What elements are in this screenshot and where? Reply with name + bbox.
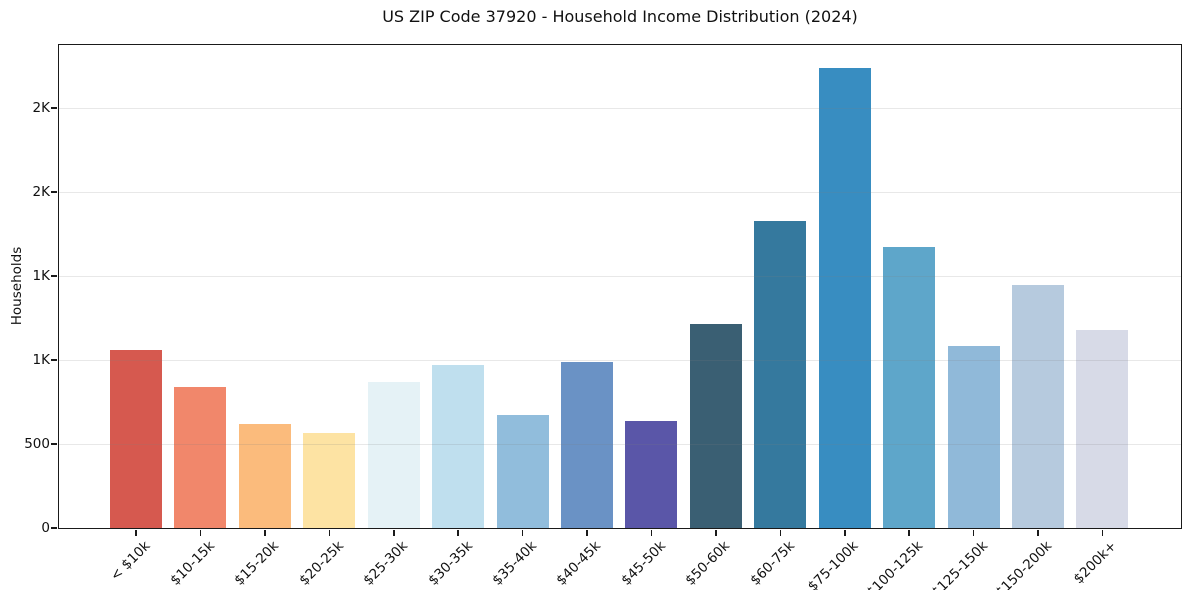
chart-title: US ZIP Code 37920 - Household Income Dis… (382, 7, 858, 26)
x-tick-label-200k: $200k+ (1070, 538, 1120, 588)
x-tick-mark-50-60k (715, 529, 717, 536)
bar-75-100k (818, 67, 871, 528)
x-tick-label-60-75k: $60-75k (746, 538, 798, 589)
bar-30-35k (432, 365, 485, 528)
bar-125-150k (947, 346, 1000, 528)
gridline-2500 (59, 107, 1181, 109)
y-axis-label: Households (9, 246, 25, 326)
x-tick-label-10-15k: $10-15k (167, 538, 218, 589)
bar-25-30k (367, 382, 420, 528)
bar-50-60k (689, 324, 742, 528)
bar-10-15k (174, 387, 227, 528)
plot-area (58, 44, 1182, 529)
x-tick-mark-200k (1101, 529, 1104, 536)
x-tick-mark-75-100k (844, 529, 846, 536)
x-tick-mark-30-35k (457, 529, 459, 536)
x-tick-mark-60-75k (779, 529, 782, 536)
bar-60-75k (754, 221, 807, 528)
x-tick-label-40-45k: $40-45k (553, 538, 605, 589)
x-tick-mark-20-25k (328, 529, 330, 536)
y-tick-mark-2000 (51, 191, 58, 193)
x-tick-label-100-125k: $100-125k (863, 538, 927, 590)
x-tick-mark-10k (135, 529, 137, 536)
bar-20-25k (303, 433, 356, 528)
y-tick-mark-2500 (51, 107, 58, 109)
x-tick-label-30-35k: $30-35k (424, 538, 476, 589)
x-tick-mark-10-15k (199, 529, 202, 536)
x-tick-mark-100-125k (908, 529, 910, 536)
y-tick-label-2500: 2K (32, 100, 50, 116)
x-tick-mark-150-200k (1037, 529, 1039, 536)
y-tick-label-1500: 1K (32, 268, 50, 284)
y-tick-label-0: 0 (41, 520, 50, 536)
bar-45-50k (625, 421, 678, 528)
x-tick-label-10k: < $10k (107, 538, 154, 585)
gridline-2000 (59, 191, 1181, 193)
bar-15-20k (238, 424, 291, 528)
gridline-1500 (59, 275, 1181, 277)
y-tick-mark-1500 (51, 275, 58, 277)
bar-40-45k (561, 362, 613, 528)
x-tick-mark-25-30k (393, 529, 395, 536)
x-tick-mark-125-150k (972, 529, 975, 536)
x-tick-label-35-40k: $35-40k (489, 538, 540, 589)
bar-200k (1076, 329, 1129, 528)
x-tick-label-20-25k: $20-25k (295, 538, 347, 589)
x-tick-mark-45-50k (650, 529, 653, 536)
bar-100-125k (883, 246, 936, 528)
y-tick-mark-1000 (51, 359, 58, 361)
x-tick-label-150-200k: $150-200k (992, 538, 1056, 590)
x-tick-label-45-50k: $45-50k (618, 538, 669, 589)
bar-150-200k (1012, 285, 1065, 528)
x-tick-label-15-20k: $15-20k (231, 538, 283, 589)
y-tick-label-2000: 2K (32, 184, 50, 200)
x-tick-label-125-150k: $125-150k (928, 538, 991, 590)
x-tick-mark-15-20k (264, 529, 266, 536)
y-tick-label-500: 500 (24, 436, 50, 452)
y-tick-label-1000: 1K (32, 352, 50, 368)
bar-35-40k (496, 414, 549, 528)
x-tick-label-25-30k: $25-30k (360, 538, 412, 589)
y-tick-mark-500 (51, 443, 58, 445)
x-tick-mark-40-45k (586, 529, 588, 536)
y-tick-mark-0 (51, 527, 58, 529)
bar-10k (110, 350, 162, 528)
x-tick-label-50-60k: $50-60k (682, 538, 734, 589)
x-tick-label-75-100k: $75-100k (805, 538, 863, 590)
x-tick-mark-35-40k (521, 529, 524, 536)
